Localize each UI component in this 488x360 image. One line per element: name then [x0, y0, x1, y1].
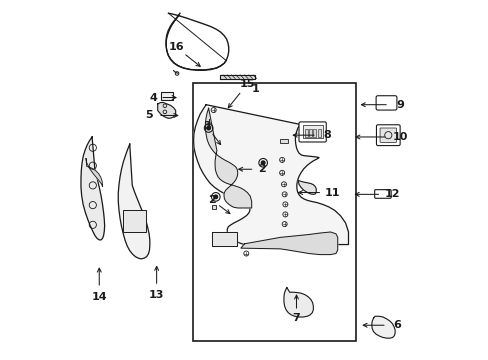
FancyBboxPatch shape: [376, 125, 399, 145]
Text: 3: 3: [203, 121, 210, 131]
Text: 2: 2: [207, 195, 215, 205]
Text: 1: 1: [251, 84, 259, 94]
Polygon shape: [241, 232, 337, 255]
Polygon shape: [86, 158, 102, 186]
FancyBboxPatch shape: [379, 128, 396, 142]
Text: 11: 11: [324, 188, 340, 198]
Circle shape: [214, 195, 217, 199]
Bar: [317, 129, 320, 136]
Polygon shape: [193, 105, 348, 244]
Polygon shape: [298, 180, 316, 194]
Polygon shape: [371, 316, 394, 338]
Text: 8: 8: [323, 130, 330, 140]
Polygon shape: [118, 144, 149, 259]
FancyBboxPatch shape: [375, 96, 396, 110]
Bar: [313, 129, 316, 136]
Polygon shape: [220, 75, 255, 78]
Bar: [123, 211, 145, 232]
Polygon shape: [284, 288, 313, 317]
Text: 15: 15: [239, 79, 255, 89]
FancyBboxPatch shape: [302, 126, 322, 138]
Bar: [280, 139, 287, 143]
Bar: [192, 83, 355, 341]
Text: 10: 10: [392, 132, 407, 142]
Text: 4: 4: [149, 93, 157, 103]
Circle shape: [206, 126, 210, 130]
FancyBboxPatch shape: [161, 93, 173, 100]
Bar: [212, 205, 215, 209]
Text: 14: 14: [91, 292, 107, 302]
Polygon shape: [205, 108, 251, 208]
Polygon shape: [158, 103, 175, 118]
Text: 9: 9: [396, 100, 404, 110]
Bar: [308, 129, 311, 136]
Polygon shape: [211, 232, 237, 246]
Text: 16: 16: [168, 42, 184, 52]
Text: 5: 5: [145, 111, 153, 121]
Polygon shape: [81, 137, 104, 240]
Text: 7: 7: [292, 313, 300, 323]
FancyBboxPatch shape: [298, 122, 325, 142]
FancyBboxPatch shape: [374, 190, 390, 198]
Text: 2: 2: [257, 164, 265, 174]
Bar: [304, 129, 307, 136]
Text: 6: 6: [392, 320, 400, 330]
Text: 12: 12: [384, 189, 399, 199]
Text: 13: 13: [149, 290, 164, 300]
Circle shape: [261, 161, 264, 165]
